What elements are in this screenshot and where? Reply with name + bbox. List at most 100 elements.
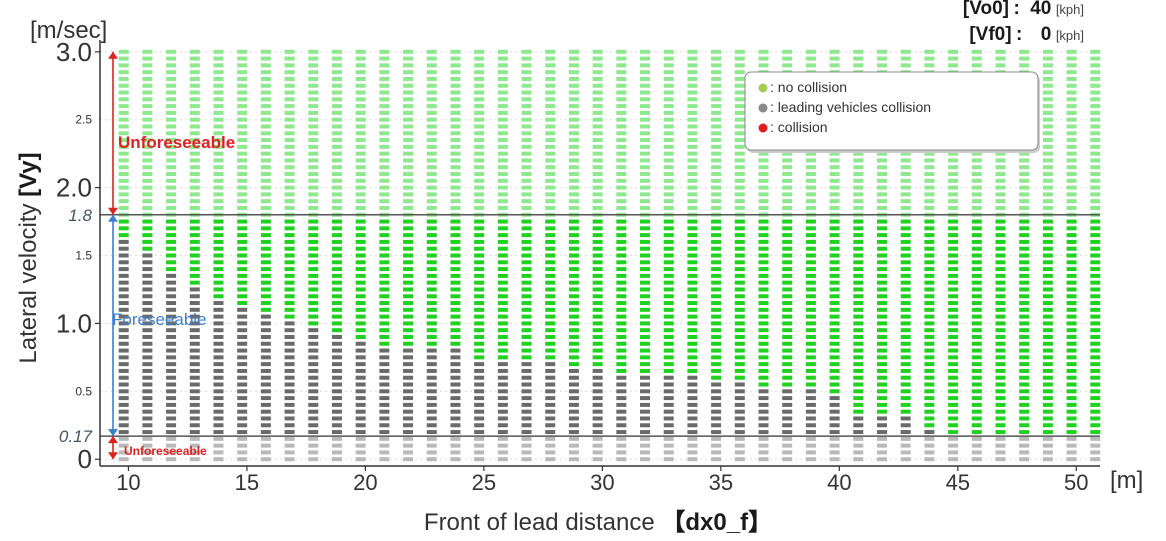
data-point [284, 185, 295, 190]
data-point [521, 273, 532, 278]
data-point [545, 294, 556, 299]
data-point [308, 70, 319, 75]
data-point [663, 260, 674, 265]
data-point [260, 430, 271, 435]
data-point [1090, 389, 1101, 394]
data-point [687, 205, 698, 210]
data-point [521, 233, 532, 238]
data-point [782, 396, 793, 401]
data-point [237, 97, 248, 102]
data-point [1042, 151, 1053, 156]
data-point [497, 226, 508, 231]
data-point [118, 375, 129, 380]
data-point [971, 63, 982, 68]
data-point [995, 321, 1006, 326]
data-point [474, 90, 485, 95]
data-point [497, 267, 508, 272]
data-point [663, 110, 674, 115]
data-point [616, 117, 627, 122]
data-point [521, 402, 532, 407]
data-point [1019, 172, 1030, 177]
data-point [497, 314, 508, 319]
data-point [426, 144, 437, 149]
data-point [189, 199, 200, 204]
data-point [924, 368, 935, 373]
data-point [142, 396, 153, 401]
data-point [426, 416, 437, 421]
data-point [284, 267, 295, 272]
data-point [924, 239, 935, 244]
data-point [497, 219, 508, 224]
data-point [592, 104, 603, 109]
data-point [853, 402, 864, 407]
data-point [734, 267, 745, 272]
y-unit-label: [m/sec] [30, 17, 107, 44]
data-point [166, 375, 177, 380]
data-point [924, 205, 935, 210]
data-point [663, 165, 674, 170]
data-point [1090, 151, 1101, 156]
data-point [948, 301, 959, 306]
data-point [829, 443, 840, 448]
data-point [403, 423, 414, 428]
data-point [924, 49, 935, 54]
data-point [450, 260, 461, 265]
data-point [568, 287, 579, 292]
data-point [829, 219, 840, 224]
data-point [142, 104, 153, 109]
data-point [260, 341, 271, 346]
data-point [876, 409, 887, 414]
data-point [1042, 192, 1053, 197]
data-point [1066, 389, 1077, 394]
data-point [995, 334, 1006, 339]
data-point [379, 219, 390, 224]
data-point [497, 76, 508, 81]
data-point [189, 287, 200, 292]
data-point [426, 158, 437, 163]
data-point [1019, 56, 1030, 61]
data-point [545, 219, 556, 224]
data-point [1019, 328, 1030, 333]
data-point [426, 178, 437, 183]
data-point [734, 389, 745, 394]
data-point [853, 267, 864, 272]
y-axis-label-text: Lateral velocity [15, 197, 42, 364]
data-point [711, 328, 722, 333]
data-point [403, 138, 414, 143]
data-point [853, 362, 864, 367]
data-point [924, 314, 935, 319]
data-point [711, 56, 722, 61]
data-point [474, 260, 485, 265]
data-point [331, 110, 342, 115]
data-point [758, 457, 769, 462]
data-point [497, 416, 508, 421]
data-point [545, 355, 556, 360]
data-point [308, 287, 319, 292]
data-point [568, 389, 579, 394]
data-point [948, 402, 959, 407]
data-point [237, 70, 248, 75]
data-point [1019, 205, 1030, 210]
data-point [474, 49, 485, 54]
data-point [213, 294, 224, 299]
data-point [189, 49, 200, 54]
data-point [142, 402, 153, 407]
data-point [450, 321, 461, 326]
data-point [284, 273, 295, 278]
data-point [1090, 294, 1101, 299]
data-point [640, 375, 651, 380]
data-point [379, 389, 390, 394]
data-point [995, 294, 1006, 299]
data-point [118, 396, 129, 401]
data-point [758, 409, 769, 414]
data-point [331, 362, 342, 367]
data-point [971, 443, 982, 448]
data-point [805, 314, 816, 319]
data-point [640, 321, 651, 326]
data-point [829, 273, 840, 278]
data-point [829, 178, 840, 183]
data-point [1019, 233, 1030, 238]
data-point [355, 56, 366, 61]
upper-region-arrow-head-top [108, 51, 118, 59]
data-point [213, 402, 224, 407]
